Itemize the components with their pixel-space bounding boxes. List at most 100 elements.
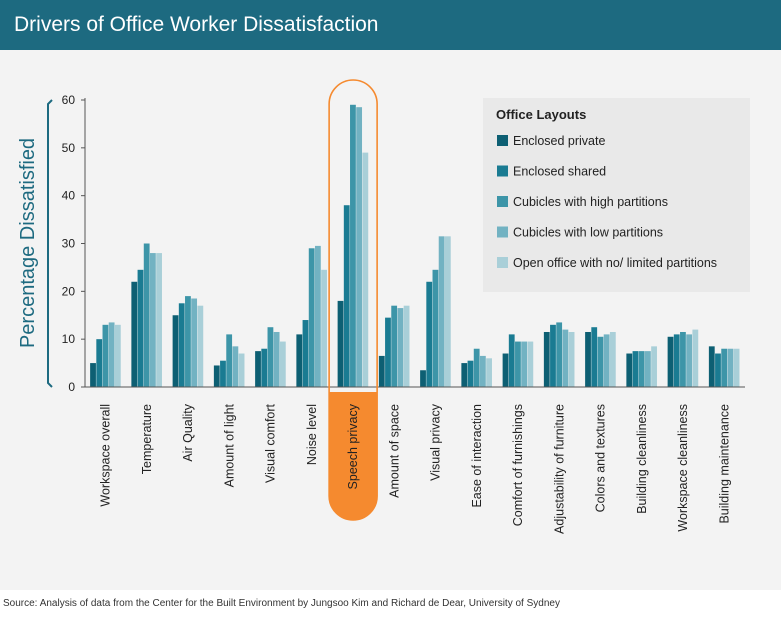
- bar: [461, 363, 468, 387]
- bar: [673, 334, 680, 387]
- bar: [686, 334, 693, 387]
- legend-swatch: [497, 135, 508, 146]
- y-tick-label: 60: [62, 93, 76, 107]
- bar: [220, 360, 226, 387]
- bar: [632, 351, 639, 387]
- bar: [279, 341, 286, 387]
- bar: [143, 243, 150, 387]
- bar: [213, 365, 220, 387]
- x-tick-label: Colors and textures: [594, 404, 608, 512]
- bar: [362, 152, 369, 387]
- highlight-label-pill: [329, 392, 378, 520]
- bar: [680, 331, 686, 387]
- bar: [273, 331, 280, 387]
- y-tick-label: 40: [62, 189, 76, 203]
- legend-title: Office Layouts: [496, 107, 586, 122]
- x-tick-label: Amount of space: [387, 404, 401, 498]
- highlight-label-pill-top: [329, 392, 378, 416]
- y-axis-label: Percentage Dissatisfied: [17, 138, 39, 348]
- source-note: Source: Analysis of data from the Center…: [3, 598, 560, 609]
- bar: [137, 269, 144, 387]
- bar: [350, 104, 356, 388]
- bar: [90, 363, 96, 387]
- bar: [515, 341, 521, 387]
- chart-title: Drivers of Office Worker Dissatisfaction: [14, 13, 379, 36]
- x-tick-label: Comfort of furnishings: [511, 404, 525, 526]
- y-axis-bracket: [47, 99, 53, 388]
- legend-entry: Open office with no/ limited partitions: [513, 256, 717, 270]
- legend-entry: Enclosed private: [513, 134, 605, 148]
- bar: [502, 353, 509, 387]
- x-tick-label: Noise level: [305, 404, 319, 465]
- y-tick-label: 0: [68, 380, 75, 394]
- bar: [96, 339, 103, 387]
- header-bar: Drivers of Office Worker Dissatisfaction: [0, 0, 781, 50]
- bar: [397, 308, 404, 387]
- bar: [403, 305, 410, 387]
- bar: [527, 341, 534, 387]
- x-tick-label: Visual comfort: [264, 403, 278, 482]
- bar: [343, 205, 350, 387]
- legend-entry: Enclosed shared: [513, 165, 606, 179]
- x-tick-label: Visual privacy: [429, 403, 443, 481]
- bar: [626, 353, 633, 387]
- bar: [191, 298, 198, 387]
- bar: [556, 322, 563, 387]
- bar: [385, 317, 391, 387]
- x-tick-label: Ease of interaction: [470, 404, 484, 508]
- bar: [438, 236, 445, 387]
- bar: [261, 348, 268, 387]
- bar: [638, 351, 645, 387]
- bar: [467, 360, 474, 387]
- bar: [543, 331, 550, 387]
- bar: [156, 253, 162, 387]
- x-tick-label: Air Quality: [181, 403, 195, 461]
- bar: [708, 346, 715, 387]
- x-tick-label: Building maintenance: [717, 404, 731, 524]
- bar: [337, 300, 344, 387]
- highlight-layer: [328, 79, 378, 521]
- bar: [420, 370, 426, 387]
- bar: [585, 331, 591, 387]
- bar: [238, 353, 245, 387]
- bar: [521, 341, 528, 387]
- bar: [432, 269, 439, 387]
- x-tick-label: Adjustability of furniture: [552, 404, 566, 534]
- legend-swatch: [497, 196, 508, 207]
- labels-layer: Workspace overall Temperature Air Quality A…: [99, 403, 732, 534]
- bar: [302, 320, 309, 387]
- bar: [378, 355, 385, 387]
- bar: [178, 303, 185, 387]
- legend-entry: Cubicles with high partitions: [513, 195, 668, 209]
- bar: [149, 253, 156, 387]
- x-tick-label: Workspace cleanliness: [676, 404, 690, 532]
- bar: [597, 336, 604, 387]
- bar: [391, 305, 398, 387]
- bar: [721, 348, 728, 387]
- bar: [603, 334, 610, 387]
- bar: [226, 334, 233, 387]
- bar: [296, 334, 303, 387]
- bar: [232, 346, 239, 387]
- bar: [651, 346, 657, 387]
- x-tick-label: Workspace overall: [99, 404, 113, 507]
- bar: [644, 351, 651, 387]
- y-tick-label: 30: [62, 237, 76, 251]
- bar: [114, 324, 121, 387]
- x-tick-label: Building cleanliness: [635, 404, 649, 514]
- bar: [568, 331, 575, 387]
- x-tick-label: Temperature: [140, 404, 154, 474]
- y-tick-label: 50: [62, 141, 76, 155]
- legend: Office Layouts Enclosed private Enclosed s…: [483, 98, 750, 292]
- bar: [131, 281, 138, 387]
- bar: [562, 329, 569, 387]
- bar: [172, 315, 179, 387]
- bar: [591, 327, 598, 387]
- bar: [197, 305, 204, 387]
- bar: [733, 348, 740, 387]
- legend-swatch: [497, 257, 508, 268]
- bar: [308, 248, 315, 387]
- bar: [667, 336, 674, 387]
